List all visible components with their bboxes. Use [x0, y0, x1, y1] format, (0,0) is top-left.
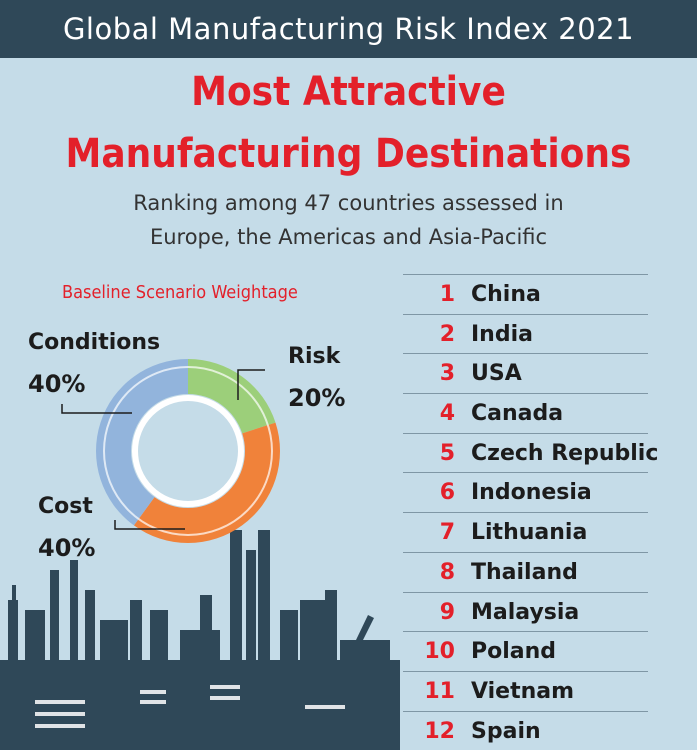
donut-slice-conditions — [95, 359, 188, 526]
risk-percent: 20% — [288, 384, 346, 412]
rank-number: 6 — [439, 480, 455, 506]
header-title: Global Manufacturing Risk Index 2021 — [62, 12, 635, 46]
headline-line-2: Manufacturing Destinations — [65, 131, 632, 177]
cost-percent: 40% — [38, 534, 96, 562]
rank-country: Lithuania — [471, 520, 588, 546]
donut-slice-cost — [133, 422, 281, 544]
rank-number: 11 — [424, 678, 455, 704]
rank-country: Poland — [471, 639, 557, 665]
subtitle-line-1: Ranking among 47 countries assessed in — [133, 191, 564, 215]
cost-leader-line — [114, 520, 185, 530]
rank-country: Spain — [471, 718, 541, 744]
ranking-list: 1 China 2 India 3 USA 4 Canada 5 Czech Republic 6 I… — [403, 274, 658, 750]
ranking-row: 3 USA — [403, 353, 648, 393]
conditions-leader-line — [61, 404, 132, 414]
rank-country: Vietnam — [471, 678, 575, 704]
rank-number: 2 — [439, 321, 455, 347]
conditions-label: Conditions — [28, 330, 161, 355]
rank-number: 9 — [439, 599, 455, 625]
donut-outer-ring — [103, 366, 273, 536]
rank-number: 1 — [439, 282, 455, 307]
subtitle-line-2: Europe, the Americas and Asia-Pacific — [149, 225, 548, 249]
ranking-row: 12 Spain — [403, 710, 648, 750]
ranking-row: 7 Lithuania — [403, 512, 648, 552]
rank-country: Czech Republic — [471, 440, 659, 466]
rank-number: 12 — [424, 718, 455, 744]
ranking-row: 4 Canada — [403, 393, 648, 433]
cost-label: Cost — [38, 494, 93, 519]
rank-country: USA — [471, 361, 522, 387]
header-bar — [0, 0, 697, 58]
rank-number: 7 — [439, 520, 455, 546]
risk-label: Risk — [288, 344, 341, 369]
ranking-row: 1 China — [403, 274, 648, 314]
rank-number: 10 — [424, 639, 455, 665]
ranking-row: 2 India — [403, 313, 648, 354]
ranking-row: 9 Malaysia — [403, 591, 648, 632]
rank-country: India — [471, 321, 533, 347]
donut-slice-risk — [188, 359, 276, 434]
ranking-row: 11 Vietnam — [403, 670, 648, 711]
conditions-percent: 40% — [28, 370, 86, 398]
rank-country: China — [471, 282, 541, 307]
ranking-row: 6 Indonesia — [403, 472, 648, 512]
rank-country: Malaysia — [471, 599, 580, 625]
headline-line-1: Most Attractive — [191, 69, 506, 115]
rank-number: 4 — [439, 401, 455, 427]
ranking-row: 5 Czech Republic — [403, 432, 658, 473]
ranking-row: 8 Thailand — [403, 551, 648, 592]
chart-title: Baseline Scenario Weightage — [62, 282, 298, 303]
donut-inner-ring — [132, 395, 244, 507]
rank-country: Thailand — [471, 559, 578, 585]
risk-leader-line — [237, 369, 265, 400]
rank-number: 8 — [439, 559, 455, 585]
rank-country: Indonesia — [471, 480, 592, 506]
rank-number: 5 — [439, 440, 455, 466]
ranking-row: 10 Poland — [403, 631, 648, 671]
rank-country: Canada — [471, 401, 564, 427]
rank-number: 3 — [439, 361, 455, 387]
